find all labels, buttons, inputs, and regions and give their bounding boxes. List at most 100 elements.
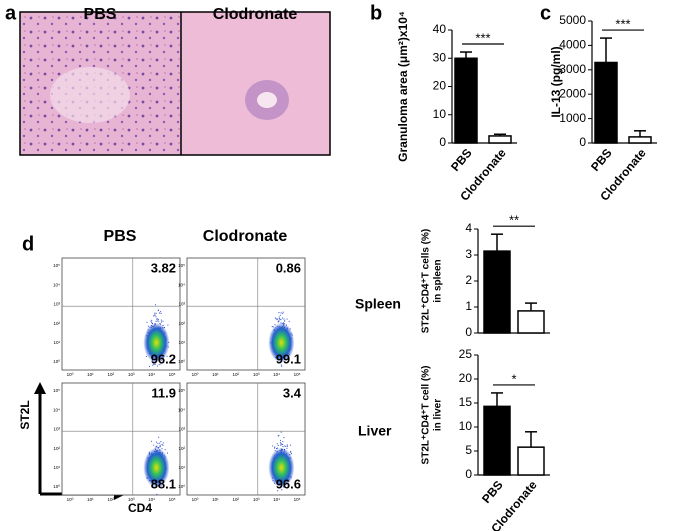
flow-tick-label: 10⁵ [294,497,301,502]
significance: * [511,371,516,386]
flow-tick-label: 10³ [128,497,135,502]
event-dot [151,322,153,324]
y-tick-label: 40 [433,22,447,36]
y-axis-label: ST2L⁺CD4⁺T cells (%) [421,229,432,333]
density [143,322,170,363]
quadrant-percent: 3.82 [151,260,176,275]
flow-tick-label: 10² [108,372,115,377]
flow-column-label: Clodronate [203,228,288,245]
event-dot [159,442,161,444]
event-dot [280,444,282,446]
flow-tick-label: 10¹ [212,497,219,502]
flow-tick-label: 10⁴ [273,497,280,502]
significance: ** [509,213,519,228]
event-dot [275,318,277,320]
event-dot [158,363,160,365]
flow-plot: 11.9 88.1 10⁰ 10⁰ 10¹ 10¹ 10² 10² 10³ 10³ 10⁴ 10⁴ 10… [53,382,181,502]
flow-tick-label: 10⁰ [67,372,74,377]
event-dot [156,320,158,322]
flow-tick-label: 10⁴ [178,282,185,287]
bar [517,310,545,334]
y-axis-label: IL-13 (pg/ml) [549,46,563,117]
event-dot [282,313,284,315]
event-dot [279,319,281,321]
quadrant-percent: 88.1 [151,476,176,491]
flow-tick-label: 10² [108,497,115,502]
histology-label: Clodronate [213,6,298,23]
event-dot [160,363,162,365]
flow-tick-label: 10³ [178,427,185,432]
y-tick-label: 1 [465,299,472,313]
event-dot [154,312,156,314]
event-dot [155,320,157,322]
event-dot [156,318,158,320]
event-dot [157,443,159,445]
flow-tick-label: 10⁴ [53,407,60,412]
flow-tick-label: 10⁰ [178,484,185,489]
event-dot [278,434,280,436]
y-tick-label: 0 [579,135,586,149]
flow-tick-label: 10² [53,446,60,451]
event-dot [278,318,280,320]
y-tick-label: 10 [459,419,473,433]
event-dot [161,444,163,446]
flow-tick-label: 10⁵ [169,372,176,377]
quadrant-percent: 99.1 [276,351,301,366]
event-dot [274,324,276,326]
flow-tick-label: 10⁰ [192,497,199,502]
quadrant-percent: 96.6 [276,476,301,491]
quadrant-percent: 96.2 [151,351,176,366]
event-dot [276,319,278,321]
event-dot [153,363,155,365]
event-dot [280,312,282,314]
event-dot [155,316,157,318]
event-dot [281,365,283,367]
flow-tick-label: 10² [233,372,240,377]
y-tick-label: 3000 [559,62,586,76]
y-tick-label: 3 [465,247,472,261]
event-dot [284,445,286,447]
event-dot [274,447,276,449]
event-dot [277,318,279,320]
event-dot [290,451,292,453]
event-dot [153,444,155,446]
y-tick-label: 10 [433,107,447,121]
y-tick-label: 5 [465,443,472,457]
event-dot [280,318,282,320]
flow-tick-label: 10⁴ [273,372,280,377]
y-axis-label: ST2L⁺CD4⁺T cell (%) [421,366,432,465]
event-dot [282,311,284,313]
flow-tick-label: 10⁴ [148,372,155,377]
flow-tick-label: 10⁵ [178,263,185,268]
flow-plot: 3.82 96.2 10⁰ 10⁰ 10¹ 10¹ 10² 10² 10³ 10³ 10⁴ 10⁴ 10… [53,257,181,377]
event-dot [287,445,289,447]
event-dot [282,441,284,443]
bar [483,405,511,476]
event-dot [274,446,276,448]
event-dot [281,489,283,491]
event-dot [280,364,282,366]
flow-tick-label: 10³ [53,302,60,307]
event-dot [288,320,290,322]
event-dot [159,446,161,448]
event-dot [158,320,160,322]
event-dot [160,312,162,314]
event-dot [157,310,159,312]
flow-tick-label: 10⁵ [169,497,176,502]
panel-label: d [22,233,34,255]
event-dot [162,444,164,446]
flow-tick-label: 10¹ [53,340,60,345]
flow-tick-label: 10¹ [53,465,60,470]
y-tick-label: 0 [465,325,472,339]
significance: *** [475,30,490,45]
flow-tick-label: 10⁵ [53,388,60,393]
event-dot [290,450,292,452]
event-dot [162,442,164,444]
flow-tick-label: 10⁵ [178,388,185,393]
granuloma [50,67,130,123]
row-label: Liver [358,423,392,439]
quadrant-percent: 11.9 [151,385,176,400]
event-dot [164,449,166,451]
event-dot [271,326,273,328]
event-dot [156,445,158,447]
